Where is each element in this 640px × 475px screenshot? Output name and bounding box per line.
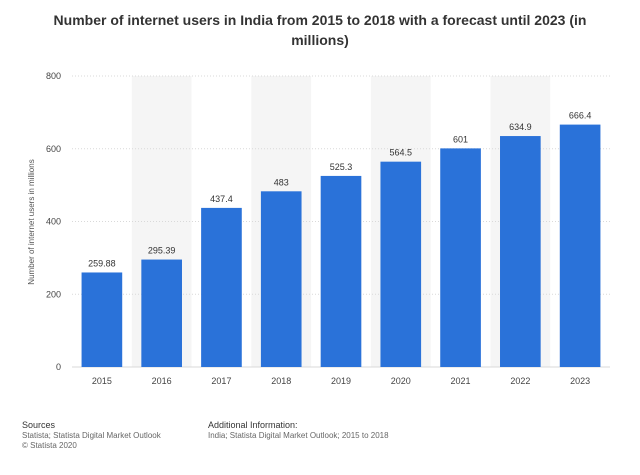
bar: [320, 175, 362, 367]
bar: [260, 191, 302, 367]
data-label: 564.5: [390, 148, 413, 158]
chart-title: Number of internet users in India from 2…: [53, 12, 587, 48]
x-tick-label: 2020: [391, 376, 411, 386]
bar: [440, 148, 481, 367]
bar: [559, 124, 601, 367]
x-tick-label: 2017: [211, 376, 231, 386]
data-label: 601: [453, 134, 468, 144]
data-label: 483: [274, 177, 289, 187]
y-tick-label: 0: [56, 362, 61, 372]
bar: [201, 207, 242, 367]
y-tick-label: 600: [46, 144, 61, 154]
y-axis-ticks: 0 200 400 600 800: [46, 71, 61, 372]
copyright-line: © Statista 2020: [22, 441, 77, 450]
y-tick-label: 400: [46, 217, 61, 227]
x-tick-label: 2019: [331, 376, 351, 386]
data-label: 525.3: [330, 162, 353, 172]
bar: [141, 259, 182, 367]
y-tick-label: 200: [46, 289, 61, 299]
data-label: 259.88: [88, 258, 116, 268]
x-tick-label: 2018: [271, 376, 291, 386]
data-label: 666.4: [569, 111, 592, 121]
sources-line: Statista; Statista Digital Market Outloo…: [22, 431, 161, 440]
sources-heading: Sources: [22, 420, 56, 430]
x-tick-label: 2021: [451, 376, 471, 386]
data-label: 437.4: [210, 194, 233, 204]
additional-info-block: Additional Information: India; Statista …: [208, 420, 389, 441]
bar: [500, 136, 541, 367]
x-tick-label: 2022: [510, 376, 530, 386]
bar-chart: 0 200 400 600 800 Number of internet users i…: [27, 71, 610, 386]
x-tick-label: 2016: [152, 376, 172, 386]
additional-info-heading: Additional Information:: [208, 420, 298, 430]
y-axis-label: Number of internet users in millions: [27, 159, 36, 284]
value-labels: 259.88 295.39 437.4 483 525.3 564.5 601 634.9 66…: [88, 111, 591, 269]
sources-block: Sources Statista; Statista Digital Marke…: [22, 420, 161, 451]
bar: [81, 272, 123, 367]
bars: [81, 124, 601, 367]
x-axis-ticks: 2015 2016 2017 2018 2019 2020 2021 2022 2023: [92, 376, 590, 386]
y-tick-label: 800: [46, 71, 61, 81]
bar: [380, 161, 422, 367]
x-tick-label: 2023: [570, 376, 590, 386]
data-label: 295.39: [148, 246, 176, 256]
data-label: 634.9: [509, 122, 532, 132]
additional-info-line: India; Statista Digital Market Outlook; …: [208, 431, 389, 440]
x-tick-label: 2015: [92, 376, 112, 386]
